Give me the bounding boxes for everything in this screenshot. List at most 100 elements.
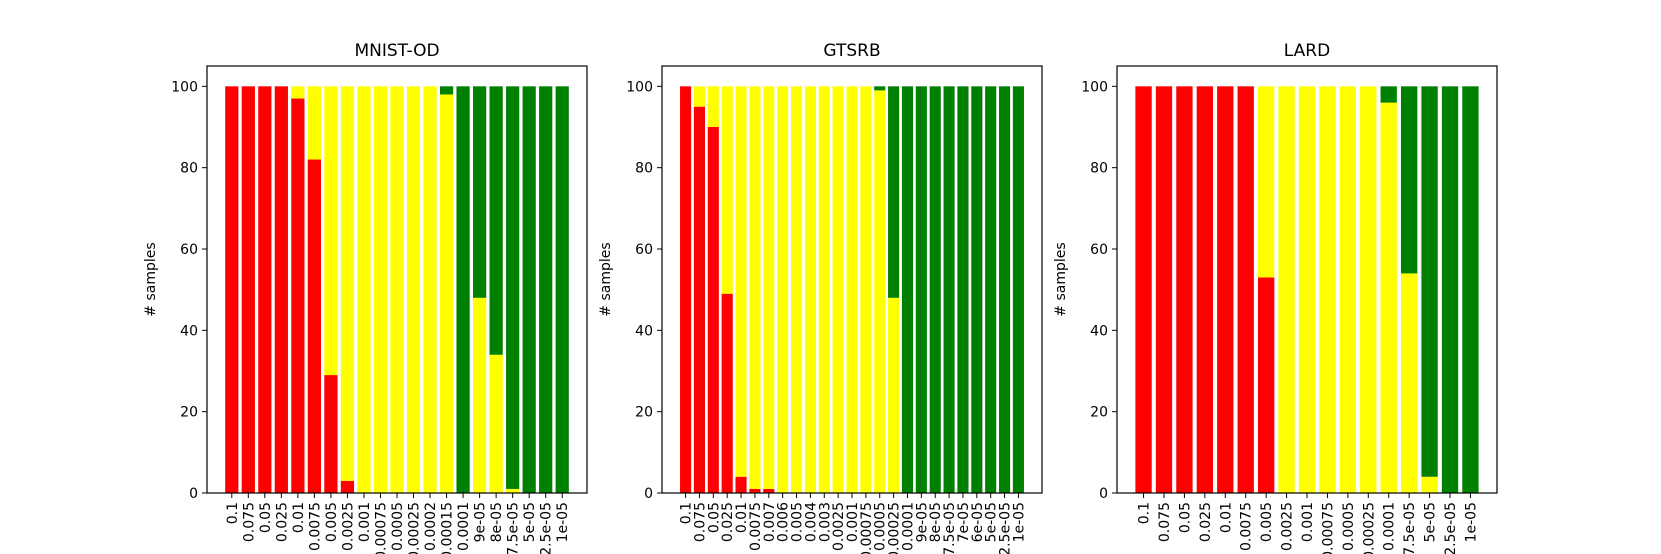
x-tick-label: 5e-05 — [1423, 502, 1439, 542]
bar-yellow-13 — [860, 86, 872, 493]
x-tick-label: 0.005 — [324, 502, 340, 542]
y-tick-label: 60 — [635, 242, 653, 258]
bar-green-14 — [456, 86, 470, 493]
bar-yellow-5 — [749, 86, 761, 489]
x-tick-label: 0.05 — [1177, 502, 1193, 533]
bar-yellow-9 — [804, 86, 816, 493]
x-tick-label: 0.005 — [1259, 502, 1275, 542]
x-tick-label: 7.5e-05 — [942, 502, 958, 554]
bar-red-3 — [274, 86, 288, 493]
bar-red-4 — [1217, 86, 1234, 493]
bar-green-19 — [539, 86, 553, 493]
x-tick-label: 2.5e-05 — [539, 502, 555, 554]
y-tick-label: 0 — [644, 486, 653, 502]
y-axis-label: # samples — [1053, 242, 1069, 316]
bar-red-4 — [291, 98, 305, 493]
bar-yellow-5 — [307, 86, 321, 160]
x-tick-label: 0.0005 — [1341, 502, 1357, 551]
bar-green-18 — [522, 86, 536, 493]
bar-green-21 — [971, 86, 983, 493]
x-tick-label: 0.05 — [258, 502, 274, 533]
bar-green-23 — [999, 86, 1011, 493]
chart-title: LARD — [1284, 41, 1330, 61]
bar-green-17 — [506, 86, 520, 489]
bar-red-5 — [749, 488, 761, 493]
x-tick-label: 0.075 — [692, 502, 708, 542]
bar-yellow-10 — [390, 86, 404, 493]
bar-red-6 — [324, 375, 338, 493]
bar-yellow-9 — [373, 86, 388, 493]
bar-green-17 — [915, 86, 927, 493]
y-tick-label: 0 — [189, 486, 198, 502]
y-tick-label: 60 — [1090, 242, 1108, 258]
x-tick-label: 0.0075 — [748, 502, 764, 551]
subplot-gtsrb: 0204060801000.10.0750.050.0250.010.00750… — [598, 41, 1043, 554]
bar-green-19 — [943, 86, 955, 493]
y-tick-label: 100 — [1081, 79, 1108, 95]
x-tick-label: 0.0025 — [1280, 502, 1296, 551]
x-tick-label: 0.00025 — [887, 502, 903, 554]
chart-title: GTSRB — [823, 41, 880, 61]
bar-yellow-4 — [291, 86, 305, 99]
x-tick-label: 0.075 — [1157, 502, 1173, 542]
y-tick-label: 40 — [1090, 323, 1108, 339]
bar-red-2 — [258, 86, 272, 493]
x-tick-label: 9e-05 — [473, 502, 489, 542]
y-tick-label: 20 — [180, 405, 198, 421]
bar-red-0 — [680, 86, 692, 493]
x-tick-label: 8e-05 — [489, 502, 505, 542]
bar-yellow-10 — [818, 86, 830, 493]
bar-yellow-13 — [439, 94, 454, 493]
y-tick-label: 20 — [1090, 405, 1108, 421]
x-tick-label: 0.001 — [845, 502, 861, 542]
x-tick-label: 0.004 — [803, 502, 819, 542]
x-tick-label: 0.0005 — [873, 502, 889, 551]
x-tick-label: 6e-05 — [970, 502, 986, 542]
bar-green-13 — [1400, 86, 1418, 274]
bar-red-0 — [1135, 86, 1152, 493]
x-tick-label: 9e-05 — [914, 502, 930, 542]
bar-green-14 — [1421, 86, 1438, 477]
x-tick-label: 0.001 — [357, 502, 373, 542]
x-tick-label: 0.0001 — [456, 502, 472, 551]
bar-yellow-10 — [1339, 86, 1357, 493]
bar-red-3 — [721, 293, 733, 493]
y-tick-label: 100 — [171, 79, 198, 95]
x-tick-label: 0.1 — [1137, 502, 1153, 524]
x-tick-label: 1e-05 — [1011, 502, 1027, 542]
bar-yellow-1 — [693, 86, 705, 107]
bar-yellow-8 — [357, 86, 371, 493]
x-tick-label: 0.0025 — [340, 502, 356, 551]
x-tick-label: 0.0075 — [1239, 502, 1255, 551]
x-tick-label: 0.075 — [241, 502, 257, 542]
x-tick-label: 0.05 — [706, 502, 722, 533]
y-tick-label: 0 — [1099, 486, 1108, 502]
bar-red-5 — [1237, 86, 1254, 493]
bar-green-12 — [1380, 86, 1397, 103]
bar-yellow-12 — [1380, 102, 1397, 493]
bar-yellow-14 — [1421, 476, 1438, 493]
x-tick-label: 0.0001 — [1382, 502, 1398, 551]
bar-yellow-7 — [340, 86, 355, 481]
bar-green-20 — [555, 86, 569, 493]
x-tick-label: 0.1 — [225, 502, 241, 524]
x-tick-label: 2.5e-05 — [1443, 502, 1459, 554]
x-tick-label: 0.00025 — [1361, 502, 1377, 554]
bar-green-16 — [1462, 86, 1479, 493]
x-tick-label: 1e-05 — [1463, 502, 1479, 542]
bar-green-22 — [985, 86, 997, 493]
x-tick-label: 0.0001 — [900, 502, 916, 551]
bar-red-4 — [735, 476, 747, 493]
bar-yellow-11 — [406, 86, 421, 493]
x-tick-label: 0.00015 — [440, 502, 456, 554]
bar-red-6 — [763, 488, 775, 493]
x-tick-label: 0.001 — [1300, 502, 1316, 542]
x-tick-label: 7.5e-05 — [1402, 502, 1418, 554]
bar-green-14 — [874, 86, 886, 91]
y-axis-label: # samples — [598, 242, 614, 316]
x-tick-label: 0.0075 — [307, 502, 323, 551]
x-tick-label: 5e-05 — [522, 502, 538, 542]
